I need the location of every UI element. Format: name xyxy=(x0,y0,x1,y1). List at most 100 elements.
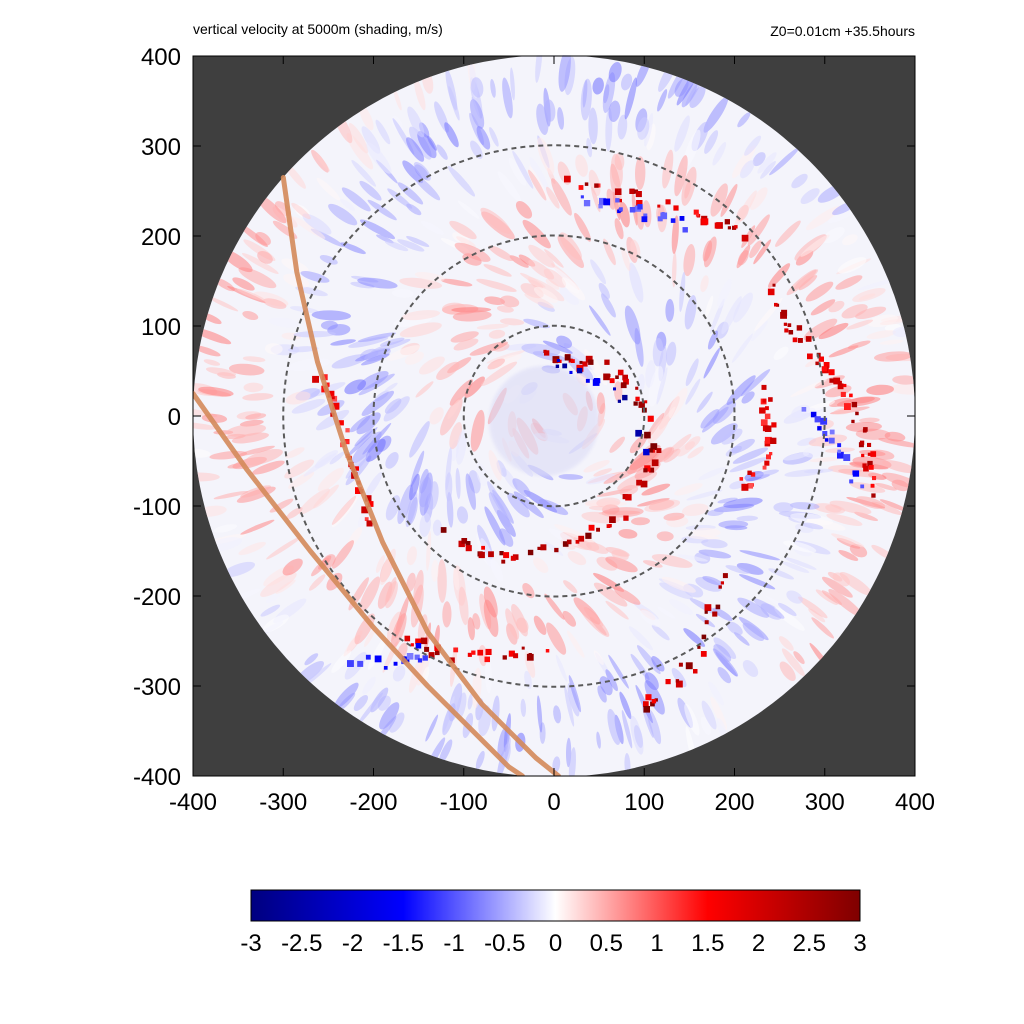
texture-cell xyxy=(701,538,728,549)
eye-region xyxy=(489,366,599,476)
texture-cell xyxy=(331,540,355,569)
updraft-cell xyxy=(772,283,776,287)
updraft-cell xyxy=(747,483,753,489)
updraft-cell xyxy=(673,205,679,211)
texture-cell xyxy=(815,589,838,605)
downdraft-cell xyxy=(637,204,643,210)
texture-cell xyxy=(684,436,701,450)
texture-cell xyxy=(487,358,505,370)
updraft-cell xyxy=(764,460,770,466)
texture-cell xyxy=(687,446,704,459)
texture-cell xyxy=(262,614,289,633)
texture-cell xyxy=(593,582,628,607)
texture-cell xyxy=(726,621,743,636)
texture-cell xyxy=(348,123,369,154)
updraft-cell xyxy=(435,650,440,656)
texture-cell xyxy=(803,445,825,458)
updraft-cell xyxy=(868,465,874,470)
texture-cell xyxy=(835,275,863,290)
updraft-cell xyxy=(501,559,506,564)
updraft-cell xyxy=(606,524,611,528)
texture-cell xyxy=(721,296,742,335)
updraft-cell xyxy=(805,336,812,342)
texture-cell xyxy=(236,288,266,301)
texture-cell xyxy=(413,569,424,606)
texture-cell xyxy=(286,507,303,520)
texture-cell xyxy=(774,607,805,631)
updraft-cell xyxy=(458,540,465,548)
texture-cell xyxy=(561,277,586,301)
updraft-cell xyxy=(798,338,803,343)
downdraft-cell xyxy=(374,655,382,663)
texture-cell xyxy=(440,278,473,287)
texture-cell xyxy=(415,381,434,398)
updraft-cell xyxy=(571,359,575,363)
texture-cell xyxy=(783,540,817,553)
texture-cell xyxy=(859,417,880,423)
updraft-cell xyxy=(774,302,778,307)
texture-cell xyxy=(222,561,255,578)
texture-cell xyxy=(665,298,675,322)
texture-cell xyxy=(485,658,492,694)
updraft-cell xyxy=(720,581,724,585)
updraft-cell xyxy=(759,407,766,414)
texture-cell xyxy=(740,369,771,397)
updraft-cell xyxy=(331,396,335,400)
updraft-cell xyxy=(564,175,571,183)
texture-cell xyxy=(505,608,520,640)
updraft-cell xyxy=(654,698,658,702)
texture-cell xyxy=(367,199,397,221)
texture-cell xyxy=(849,544,868,558)
downdraft-cell xyxy=(393,661,398,666)
updraft-cell xyxy=(844,403,851,410)
updraft-cell xyxy=(788,330,794,335)
texture-cell xyxy=(406,235,430,248)
updraft-cell xyxy=(851,419,855,424)
texture-cell xyxy=(240,519,275,535)
texture-cell xyxy=(344,652,367,680)
updraft-cell xyxy=(365,495,372,502)
texture-cell xyxy=(800,188,820,205)
updraft-cell xyxy=(645,694,652,701)
texture-cell xyxy=(529,156,550,196)
texture-cell xyxy=(656,531,674,542)
texture-cell xyxy=(808,608,826,623)
texture-cell xyxy=(613,381,623,402)
downdraft-cell xyxy=(414,654,420,660)
texture-cell xyxy=(456,692,467,720)
texture-cell xyxy=(752,598,785,619)
downdraft-cell xyxy=(820,417,828,425)
texture-cell xyxy=(707,509,724,517)
texture-cell xyxy=(801,400,836,414)
texture-cell xyxy=(768,263,791,288)
updraft-cell xyxy=(361,506,369,514)
updraft-cell xyxy=(712,611,718,617)
texture-cell xyxy=(291,216,326,239)
texture-cell xyxy=(849,482,886,493)
updraft-cell xyxy=(818,356,824,362)
texture-cell xyxy=(497,171,522,203)
texture-cell xyxy=(407,106,425,138)
texture-cell xyxy=(875,482,897,491)
updraft-cell xyxy=(650,443,658,450)
texture-cell xyxy=(624,305,641,345)
texture-cell xyxy=(695,576,722,592)
texture-cell xyxy=(725,565,750,574)
texture-cell xyxy=(429,407,444,425)
texture-cell xyxy=(858,278,897,291)
texture-cell xyxy=(647,416,670,444)
texture-cell xyxy=(490,78,496,98)
y-tick-label: 100 xyxy=(141,314,181,341)
updraft-cell xyxy=(345,440,349,444)
texture-cell xyxy=(384,581,398,609)
texture-cell xyxy=(475,750,485,770)
texture-cell xyxy=(642,560,663,568)
updraft-cell xyxy=(807,353,813,360)
texture-cell xyxy=(457,200,480,219)
updraft-cell xyxy=(588,524,595,531)
texture-cell xyxy=(721,428,743,445)
texture-cell xyxy=(586,137,593,158)
downdraft-cell xyxy=(622,394,628,401)
texture-cell xyxy=(499,318,525,326)
